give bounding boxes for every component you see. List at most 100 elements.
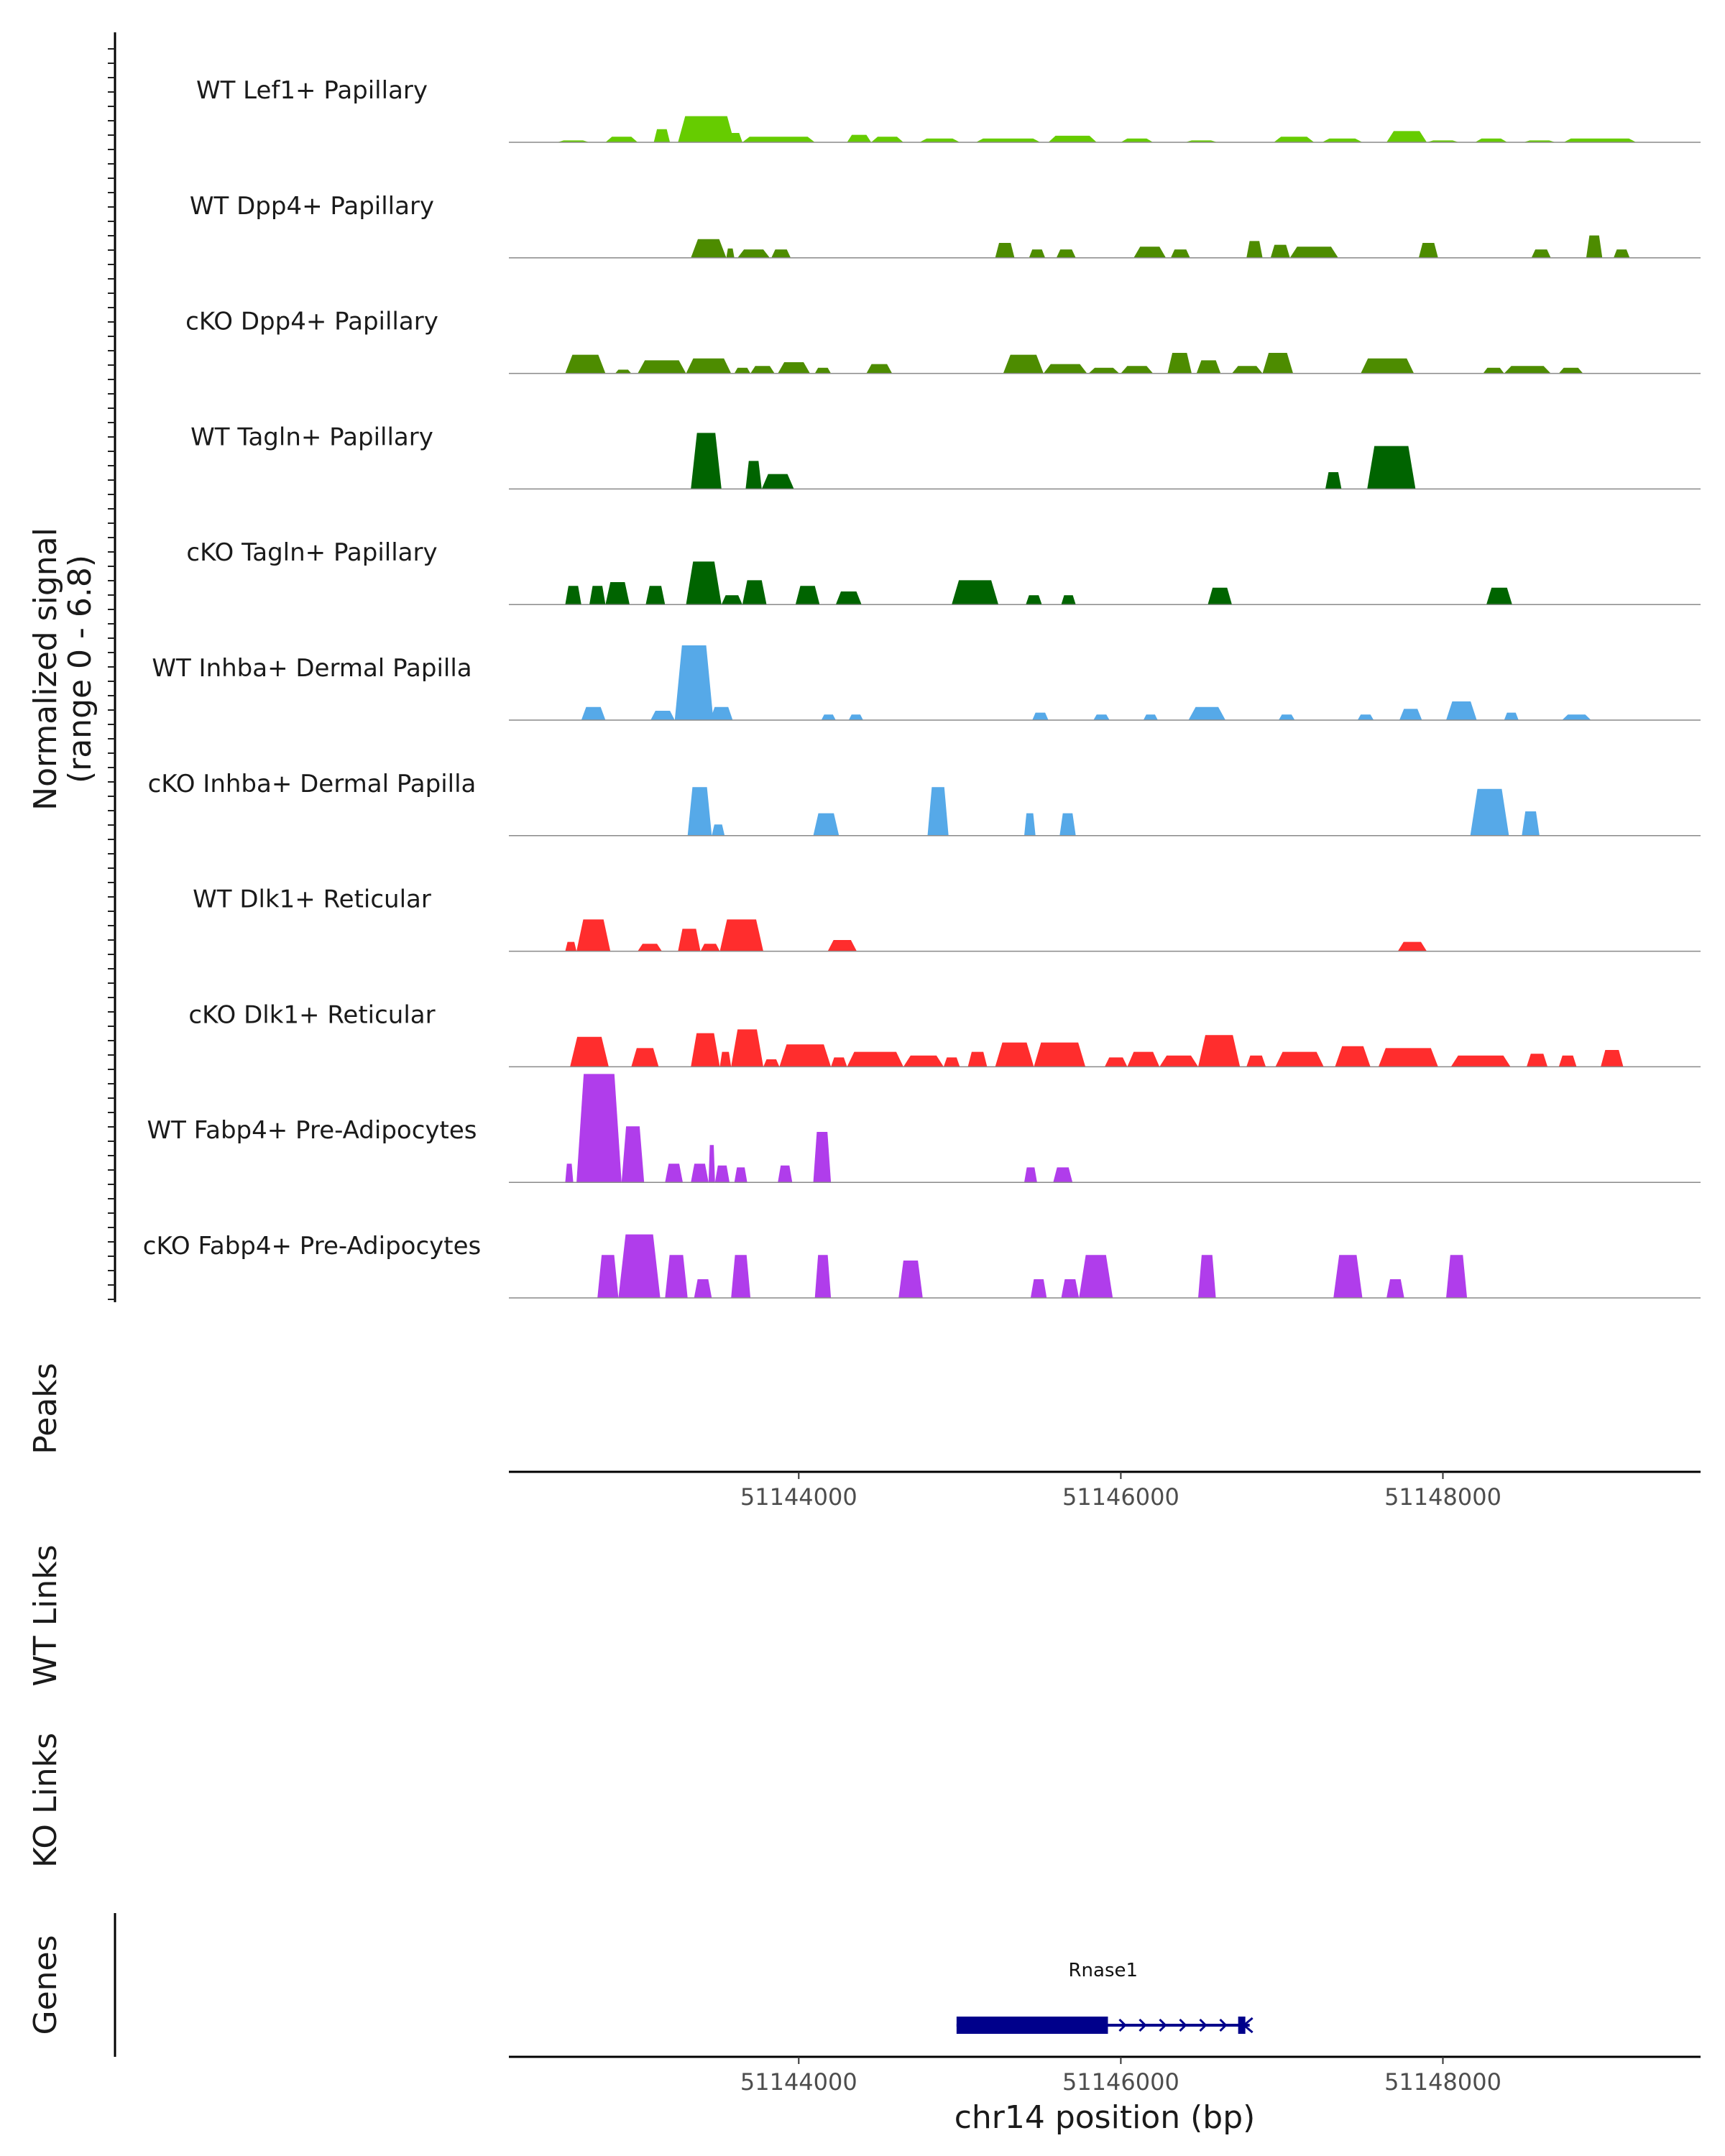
coverage-peak xyxy=(1053,1167,1073,1183)
coverage-peak xyxy=(565,941,577,952)
coverage-peak xyxy=(1486,587,1512,605)
track-label: WT Lef1+ Papillary xyxy=(196,76,428,105)
coverage-peak xyxy=(763,1059,780,1067)
coverage-peak xyxy=(898,1261,923,1298)
coverage-peak xyxy=(731,1255,751,1298)
coverage-peak xyxy=(1159,1055,1198,1067)
coverage-peak xyxy=(1196,360,1221,374)
coverage-peak xyxy=(1361,358,1414,374)
strand-arrow xyxy=(1242,2017,1254,2034)
coverage-peak xyxy=(1335,1046,1371,1067)
y-axis-label: Normalized signal xyxy=(27,528,64,811)
track-label: WT Tagln+ Papillary xyxy=(190,423,433,451)
coverage-track: cKO Dpp4+ Papillary xyxy=(185,308,1701,374)
coverage-peak xyxy=(903,1055,944,1067)
coverage-peak xyxy=(1378,1048,1438,1067)
coverage-peak xyxy=(638,944,662,952)
strand-arrow xyxy=(1199,2018,1208,2032)
coverage-track: cKO Tagln+ Papillary xyxy=(186,538,1701,605)
coverage-peak xyxy=(952,580,999,605)
coverage-peak xyxy=(1032,712,1049,720)
coverage-peak xyxy=(694,1279,712,1298)
coverage-peak xyxy=(686,358,732,374)
coverage-peak xyxy=(1079,1255,1113,1298)
coverage-peak xyxy=(1446,1255,1468,1298)
coverage-peak xyxy=(795,586,820,605)
coverage-peak xyxy=(1061,595,1076,605)
coverage-peak xyxy=(1143,714,1158,720)
coverage-peak xyxy=(645,586,666,605)
coverage-peak xyxy=(678,116,735,142)
coverage-peak xyxy=(734,367,751,374)
coverage-peak xyxy=(615,369,632,374)
coverage-peak xyxy=(1274,137,1315,142)
coverage-peak xyxy=(1198,1255,1216,1298)
coverage-peak xyxy=(761,474,794,489)
coverage-track: WT Dlk1+ Reticular xyxy=(193,885,1701,952)
coverage-peak xyxy=(835,591,862,605)
coverage-peak xyxy=(995,243,1015,258)
coverage-peak xyxy=(1061,1279,1080,1298)
coverage-track: cKO Inhba+ Dermal Papilla xyxy=(148,770,1701,837)
coverage-peak xyxy=(687,787,712,836)
coverage-peak xyxy=(1003,354,1044,374)
coverage-peak xyxy=(871,137,903,142)
coverage-peak xyxy=(1357,714,1374,720)
coverage-peak xyxy=(1024,1167,1037,1183)
coverage-peak xyxy=(1558,367,1583,374)
coverage-peak xyxy=(1059,813,1076,836)
strand-arrow xyxy=(1179,2018,1187,2032)
coverage-peak xyxy=(565,586,581,605)
coverage-peak xyxy=(1188,706,1225,720)
coverage-track: WT Fabp4+ Pre-Adipocytes xyxy=(147,1074,1701,1183)
coverage-track: WT Tagln+ Papillary xyxy=(190,423,1701,490)
coverage-peak xyxy=(665,1255,688,1298)
x-axis-tick-label: 51144000 xyxy=(740,1483,857,1511)
coverage-peak xyxy=(779,1044,832,1067)
coverage-peak xyxy=(674,645,714,720)
coverage-peak xyxy=(1275,1051,1324,1067)
coverage-track: WT Lef1+ Papillary xyxy=(196,76,1701,143)
coverage-peak xyxy=(1289,247,1338,258)
coverage-peak xyxy=(700,944,720,952)
track-label: WT Inhba+ Dermal Papilla xyxy=(152,654,472,683)
x-axis-tick-label: 51148000 xyxy=(1384,2068,1501,2096)
coverage-peak xyxy=(1170,249,1190,258)
coverage-peak xyxy=(618,1234,661,1298)
coverage-peak xyxy=(1527,1054,1548,1067)
coverage-peak xyxy=(1026,595,1042,605)
coverage-peak xyxy=(1133,247,1167,258)
coverage-peak xyxy=(710,706,733,720)
coverage-peak xyxy=(1333,1255,1363,1298)
coverage-peak xyxy=(1470,788,1509,836)
coverage-peak xyxy=(650,711,675,720)
coverage-peak xyxy=(1386,1279,1404,1298)
ko-links-panel-label: KO Links xyxy=(27,1733,64,1868)
coverage-peak xyxy=(1198,1035,1241,1067)
coverage-peak xyxy=(721,595,742,605)
coverage-peak xyxy=(1614,249,1630,258)
coverage-peak xyxy=(1562,714,1591,720)
track-label: cKO Tagln+ Papillary xyxy=(186,538,437,567)
x-axis-tick-label: 51148000 xyxy=(1384,1483,1501,1511)
x-axis-label: chr14 position (bp) xyxy=(954,2099,1256,2136)
coverage-peak xyxy=(621,1126,645,1183)
gene-exon-block xyxy=(956,2017,1108,2034)
coverage-peak xyxy=(1325,472,1342,489)
genes-panel-label: Genes xyxy=(27,1935,64,2035)
coverage-peak xyxy=(814,1255,832,1298)
coverage-peak xyxy=(565,354,606,374)
coverage-peak xyxy=(712,824,725,836)
coverage-peak xyxy=(653,129,671,142)
coverage-peak xyxy=(967,1051,988,1067)
strand-arrow xyxy=(1159,2018,1167,2032)
coverage-peak xyxy=(1386,131,1427,142)
coverage-peak xyxy=(714,1165,730,1183)
coverage-peak xyxy=(1093,714,1110,720)
coverage-axis-ticks xyxy=(108,48,115,1300)
coverage-peak xyxy=(1167,353,1192,374)
coverage-peak xyxy=(778,362,810,374)
coverage-peak xyxy=(691,433,722,489)
coverage-peak xyxy=(1504,712,1519,720)
